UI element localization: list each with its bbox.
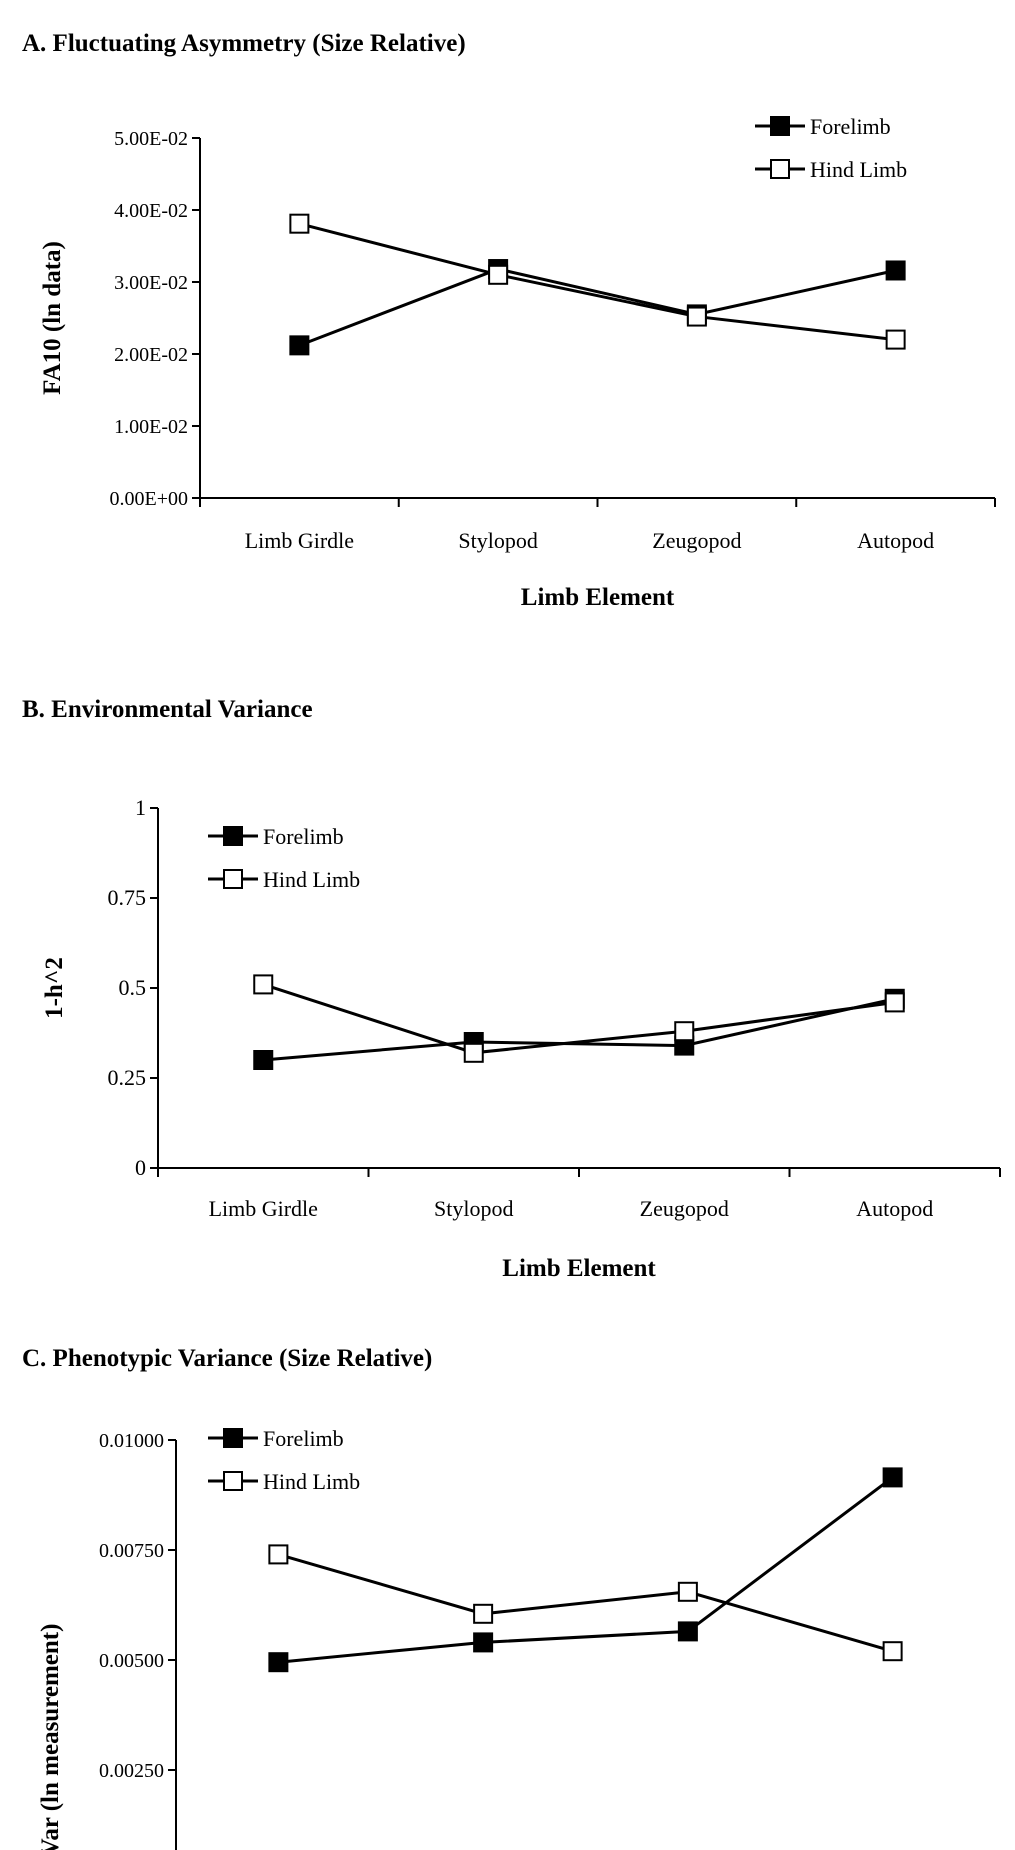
- y-tick-label: 0.00500: [99, 1650, 164, 1672]
- y-tick-label: 0.00E+00: [110, 488, 189, 510]
- x-tick-label: Stylopod: [434, 1196, 513, 1221]
- x-tick-label: Zeugopod: [640, 1196, 729, 1221]
- y-tick-label: 0.01000: [99, 1430, 164, 1452]
- data-point-forelimb: [677, 1621, 698, 1642]
- data-point-hind-limb: [882, 1641, 903, 1662]
- y-axis-label: Var (ln measurement): [37, 1624, 64, 1850]
- data-point-hind-limb: [488, 264, 509, 285]
- y-axis-label: 1-h^2: [41, 957, 68, 1019]
- series-line-forelimb: [278, 1476, 894, 1664]
- legend-marker-hind-limb: [223, 1471, 243, 1491]
- x-tick-label: Autopod: [856, 1196, 933, 1221]
- y-tick-label: 0.5: [119, 975, 147, 1000]
- data-point-hind-limb: [289, 213, 310, 234]
- chart-c-title: C. Phenotypic Variance (Size Relative): [22, 1345, 433, 1372]
- legend-label-forelimb: Forelimb: [810, 114, 891, 139]
- series-line-hind-limb: [299, 222, 896, 342]
- x-tick-label: Zeugopod: [652, 528, 741, 553]
- legend-label-hind-limb: Hind Limb: [810, 157, 907, 182]
- y-tick-label: 0: [135, 1155, 146, 1180]
- x-tick-label: Stylopod: [458, 528, 537, 553]
- data-point-forelimb: [289, 335, 310, 356]
- legend-marker-hind-limb: [770, 159, 790, 179]
- chart-b-title: B. Environmental Variance: [22, 696, 313, 723]
- data-point-hind-limb: [253, 974, 274, 995]
- y-tick-label: 0.25: [108, 1065, 147, 1090]
- y-tick-label: 1.00E-02: [114, 416, 188, 438]
- series-line-hind-limb: [277, 1552, 894, 1653]
- x-tick-label: Limb Girdle: [245, 528, 354, 553]
- y-tick-label: 2.00E-02: [114, 344, 188, 366]
- legend-label-forelimb: Forelimb: [263, 1426, 344, 1451]
- series-line-forelimb: [298, 267, 896, 347]
- y-tick-label: 1: [135, 795, 146, 820]
- data-point-hind-limb: [884, 992, 905, 1013]
- chart-b-environmental-variance: 0 0.25 0.5 0.75 1 Limb Girdle Stylopod Zeugopod…: [41, 795, 1001, 1282]
- data-point-forelimb: [882, 1467, 903, 1488]
- legend-marker-forelimb: [770, 116, 790, 136]
- x-tick-label: Autopod: [857, 528, 934, 553]
- legend-label-hind-limb: Hind Limb: [263, 867, 360, 892]
- y-tick-label: 3.00E-02: [114, 272, 188, 294]
- data-point-hind-limb: [885, 329, 906, 350]
- y-tick-label: 4.00E-02: [114, 200, 188, 222]
- data-point-hind-limb: [473, 1603, 494, 1624]
- legend-label-forelimb: Forelimb: [263, 824, 344, 849]
- y-tick-label: 0.75: [108, 885, 147, 910]
- data-point-hind-limb: [463, 1042, 484, 1063]
- chart-c-phenotypic-variance: 0.00250 0.00500 0.00750 0.01000 Var (ln meas…: [37, 1426, 903, 1850]
- data-point-hind-limb: [686, 306, 707, 327]
- series-line-hind-limb: [262, 982, 895, 1055]
- data-point-forelimb: [268, 1652, 289, 1673]
- y-tick-label: 0.00250: [99, 1760, 164, 1782]
- y-tick-label: 5.00E-02: [114, 128, 188, 150]
- x-tick-label: Limb Girdle: [209, 1196, 318, 1221]
- series-line-forelimb: [263, 997, 896, 1062]
- data-point-forelimb: [253, 1050, 274, 1070]
- data-point-hind-limb: [677, 1581, 698, 1602]
- data-point-forelimb: [885, 260, 906, 281]
- chart-a-fluctuating-asymmetry: 0.00E+00 1.00E-02 2.00E-02 3.00E-02 4.00E-02…: [39, 114, 996, 611]
- data-point-forelimb: [473, 1632, 494, 1653]
- data-point-hind-limb: [674, 1021, 695, 1042]
- legend-label-hind-limb: Hind Limb: [263, 1469, 360, 1494]
- y-axis-label: FA10 (ln data): [39, 241, 66, 395]
- legend-marker-forelimb: [223, 1428, 243, 1448]
- y-tick-label: 0.00750: [99, 1540, 164, 1562]
- legend-marker-hind-limb: [223, 869, 243, 889]
- data-point-hind-limb: [268, 1544, 289, 1565]
- x-axis-label: Limb Element: [502, 1255, 656, 1282]
- x-axis-label: Limb Element: [521, 584, 675, 611]
- legend-marker-forelimb: [223, 826, 243, 846]
- chart-a-title: A. Fluctuating Asymmetry (Size Relative): [22, 30, 466, 57]
